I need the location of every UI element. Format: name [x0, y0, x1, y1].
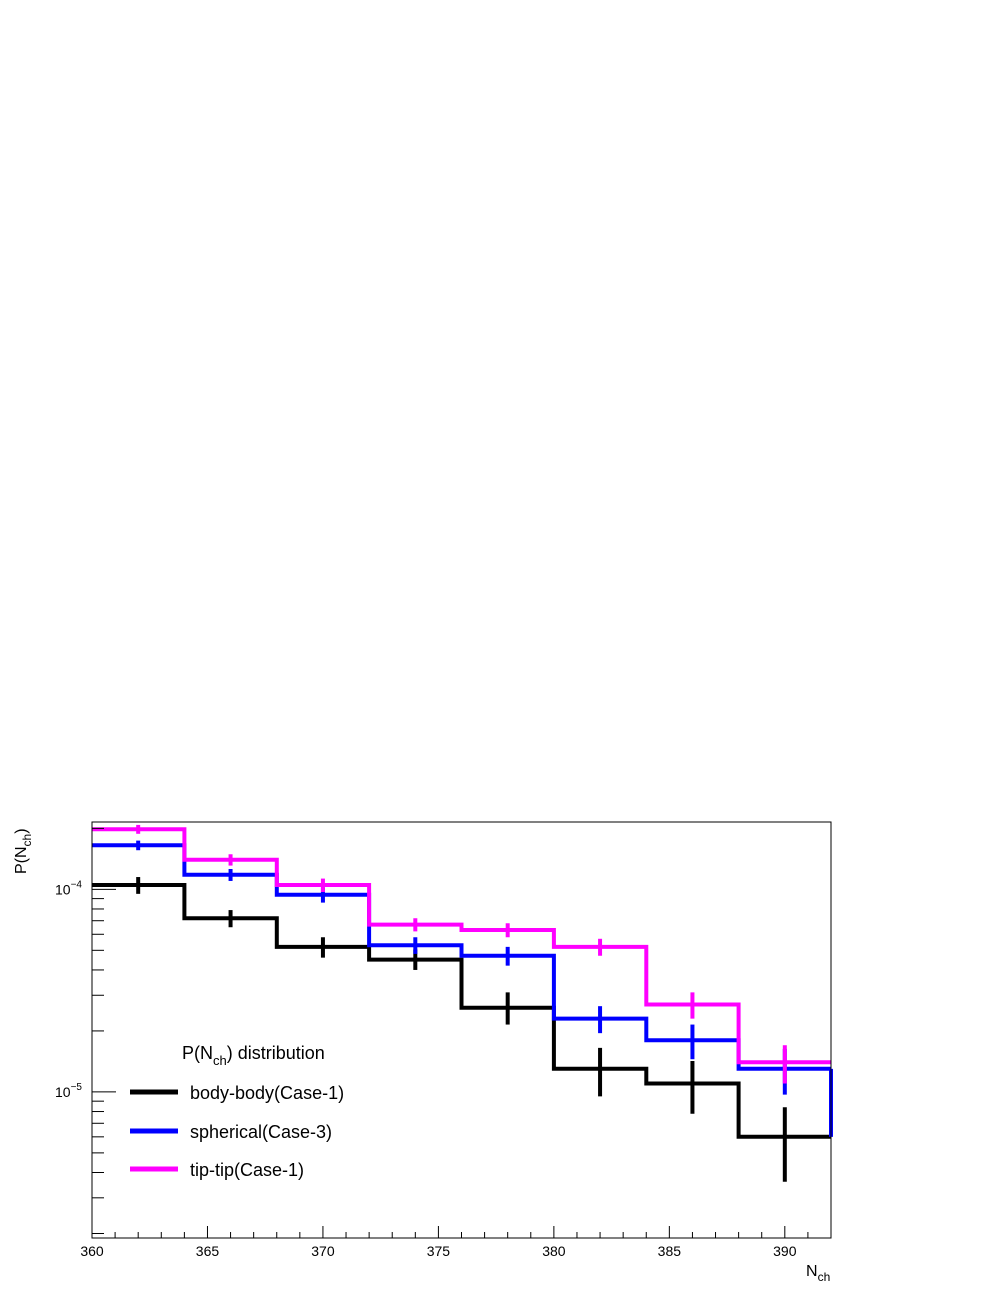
x-tick-label: 365: [196, 1243, 220, 1259]
legend-title-main: P(N: [182, 1043, 213, 1063]
x-tick-label: 370: [311, 1243, 335, 1259]
legend: P(Nch) distribution body-body(Case-1) sph…: [130, 1043, 344, 1180]
axis-layer: 360 365 370 375 380 385 390 10−4 10−5: [55, 827, 832, 1259]
y-axis-title: P(Nch): [13, 828, 34, 874]
y-tick-label: 10−5: [55, 1082, 82, 1100]
x-tick-label: 360: [80, 1243, 104, 1259]
x-axis-title: Nch: [806, 1263, 830, 1284]
x-tick-label: 385: [658, 1243, 682, 1259]
legend-label: body-body(Case-1): [190, 1083, 344, 1103]
legend-label: tip-tip(Case-1): [190, 1160, 304, 1180]
x-axis-title-sub: ch: [818, 1270, 831, 1284]
y-axis-title-sub: ch: [20, 834, 34, 847]
y-axis-title-suffix: ): [13, 828, 30, 833]
x-tick-label: 375: [427, 1243, 451, 1259]
legend-title: P(Nch) distribution: [182, 1043, 325, 1068]
legend-entries: body-body(Case-1) spherical(Case-3) tip-ti…: [130, 1083, 344, 1180]
y-tick-label: 10−4: [55, 879, 82, 897]
series-line-spherical-case-3: [92, 843, 831, 1071]
legend-entry-tip-tip-case-1: tip-tip(Case-1): [130, 1160, 304, 1180]
x-axis-title-main: N: [806, 1263, 818, 1280]
x-tick-label: 380: [542, 1243, 566, 1259]
legend-entry-body-body-case-1: body-body(Case-1): [130, 1083, 344, 1103]
x-tick-label: 390: [773, 1243, 797, 1259]
legend-entry-spherical-case-3: spherical(Case-3): [130, 1122, 332, 1142]
series-tip-tip-case-1: [92, 824, 831, 1084]
legend-title-suffix: ) distribution: [227, 1043, 325, 1063]
legend-title-sub: ch: [213, 1053, 227, 1068]
series-body-body-case-1: [92, 877, 831, 1182]
y-axis-title-main: P(N: [13, 846, 30, 874]
legend-label: spherical(Case-3): [190, 1122, 332, 1142]
